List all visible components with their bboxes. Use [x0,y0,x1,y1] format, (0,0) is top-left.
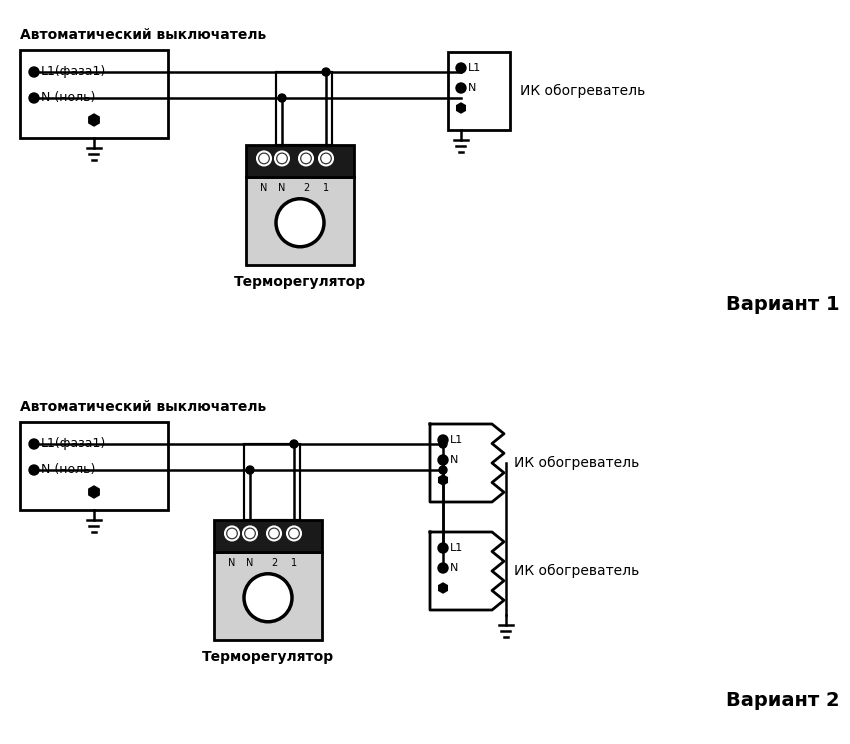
Circle shape [243,527,257,540]
Circle shape [439,436,447,444]
Polygon shape [430,424,504,502]
Text: N: N [246,558,253,568]
Circle shape [278,155,286,162]
Polygon shape [439,583,447,593]
Circle shape [322,155,330,162]
Circle shape [290,440,298,448]
Polygon shape [439,475,447,485]
Text: L1(фаза1): L1(фаза1) [41,65,106,79]
Circle shape [257,152,271,165]
Circle shape [438,435,448,445]
Bar [276,72,332,145]
Polygon shape [88,486,99,498]
Circle shape [456,83,466,93]
Circle shape [322,68,330,76]
Bar [20,422,168,510]
Text: Автоматический выключатель: Автоматический выключатель [20,400,266,414]
Bar [214,552,322,640]
Text: L1: L1 [450,435,463,445]
Circle shape [244,574,292,622]
Text: N: N [450,455,458,465]
Circle shape [228,530,236,537]
Bar [246,177,354,265]
Text: L1: L1 [450,543,463,553]
Text: N (ноль): N (ноль) [41,92,95,104]
Bar [246,145,354,177]
Text: 2: 2 [271,558,277,568]
Circle shape [29,67,39,77]
Bar [448,52,510,130]
Circle shape [278,94,286,102]
Circle shape [456,63,466,73]
Text: 1: 1 [291,558,297,568]
Bar [214,520,322,552]
Circle shape [290,530,298,537]
Circle shape [260,155,268,162]
Circle shape [267,527,281,540]
Circle shape [438,455,448,465]
Text: Терморегулятор: Терморегулятор [234,275,366,289]
Circle shape [439,466,447,474]
Text: N: N [260,183,268,193]
Circle shape [276,199,324,247]
Text: Вариант 1: Вариант 1 [727,295,840,315]
Text: ИК обогреватель: ИК обогреватель [514,456,639,470]
Circle shape [29,465,39,475]
Text: 2: 2 [303,183,309,193]
Text: 1: 1 [323,183,329,193]
Circle shape [287,527,301,540]
Circle shape [302,155,310,162]
Polygon shape [430,532,504,610]
Circle shape [319,152,333,165]
Circle shape [246,530,254,537]
Circle shape [246,466,254,474]
Polygon shape [456,103,465,113]
Circle shape [29,439,39,449]
Circle shape [275,152,289,165]
Circle shape [439,456,447,464]
Bar [244,444,300,520]
Polygon shape [88,114,99,126]
Text: L1(фаза1): L1(фаза1) [41,437,106,451]
Text: Вариант 2: Вариант 2 [727,690,840,710]
Circle shape [225,527,239,540]
Bar [276,72,332,145]
Bar [20,50,168,138]
Circle shape [438,543,448,553]
Circle shape [439,440,447,448]
Text: N (ноль): N (ноль) [41,464,95,476]
Text: L1: L1 [468,63,481,73]
Circle shape [438,563,448,573]
Text: N: N [468,83,476,93]
Circle shape [29,93,39,103]
Text: Автоматический выключатель: Автоматический выключатель [20,28,266,42]
Text: ИК обогреватель: ИК обогреватель [520,84,645,98]
Circle shape [270,530,278,537]
Bar [244,444,300,520]
Text: N: N [278,183,286,193]
Text: Терморегулятор: Терморегулятор [202,650,334,664]
Text: N: N [229,558,235,568]
Circle shape [299,152,313,165]
Text: ИК обогреватель: ИК обогреватель [514,564,639,578]
Text: N: N [450,563,458,573]
